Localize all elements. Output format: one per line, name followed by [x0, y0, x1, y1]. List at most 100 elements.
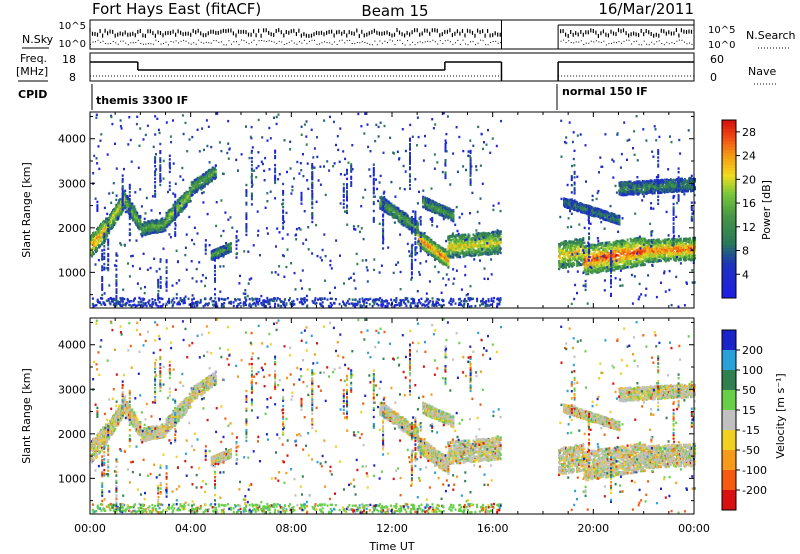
power-cell	[453, 237, 456, 241]
power-cell	[176, 210, 179, 213]
power-cell	[628, 249, 631, 252]
power-cell	[610, 255, 613, 259]
power-cell	[614, 249, 617, 253]
power-cell	[446, 206, 449, 209]
power-cell	[106, 234, 109, 238]
power-cell	[407, 223, 410, 226]
power-cell	[613, 257, 616, 261]
freq-traces	[90, 61, 694, 81]
power-cell	[452, 256, 455, 259]
power-cell	[494, 230, 497, 233]
power-cell	[586, 260, 589, 263]
power-cell	[575, 251, 578, 254]
power-cell	[490, 252, 493, 255]
power-cell	[90, 237, 92, 240]
power-cell	[457, 238, 460, 241]
power-cell	[205, 180, 208, 183]
power-cell	[636, 263, 639, 266]
power-cell	[127, 196, 130, 199]
nsky-trace	[89, 28, 693, 38]
power-cell	[475, 252, 478, 255]
power-cell	[565, 253, 568, 256]
power-cell	[624, 257, 627, 261]
freq-strip: Freq. [MHz] 18 8 60 0 Nave	[16, 52, 778, 85]
power-cell	[600, 261, 603, 264]
power-cell	[561, 241, 564, 245]
power-cell	[474, 253, 477, 257]
power-cell	[453, 239, 456, 242]
power-cell	[208, 180, 211, 184]
power-cell	[94, 238, 96, 242]
power-cell	[112, 222, 115, 226]
power-cell	[595, 259, 598, 262]
power-cell	[444, 212, 447, 215]
power-cell	[448, 253, 451, 256]
power-cell	[564, 246, 567, 249]
power-cell	[643, 263, 646, 266]
power-cell	[643, 237, 646, 240]
power-cell	[206, 178, 209, 181]
power-cell	[610, 243, 613, 246]
power-cell	[585, 272, 588, 276]
power-cell	[578, 247, 581, 251]
power-cell	[226, 246, 229, 249]
power-cell	[99, 245, 102, 248]
power-cell	[584, 260, 587, 263]
power-cell	[392, 209, 395, 213]
power-cell	[640, 255, 643, 258]
power-cell	[91, 255, 93, 258]
power-cell	[382, 198, 385, 201]
power-cell	[429, 247, 432, 250]
power-cell	[127, 200, 130, 204]
power-cell	[444, 252, 447, 255]
power-cell	[139, 215, 142, 218]
power-cell	[206, 171, 209, 175]
power-cell	[563, 243, 566, 247]
power-cell	[580, 239, 583, 242]
power-cell	[589, 255, 592, 259]
power-cell	[395, 215, 398, 218]
power-cell	[612, 256, 615, 259]
power-cell	[131, 207, 134, 210]
power-cell	[603, 263, 606, 266]
power-cell	[103, 222, 106, 225]
power-cell	[114, 222, 117, 225]
power-cell	[100, 233, 103, 237]
freq-tick-bottom: 8	[69, 71, 76, 84]
power-cell	[149, 223, 152, 226]
power-cell	[229, 250, 232, 253]
power-cell	[641, 259, 644, 263]
power-cell	[388, 201, 391, 205]
power-cell	[619, 256, 622, 259]
power-cell	[142, 227, 145, 230]
power-cell	[131, 205, 134, 208]
power-cell	[491, 251, 494, 254]
power-cell	[166, 224, 169, 228]
power-cell	[495, 244, 498, 247]
power-cell	[559, 256, 562, 260]
power-cell	[458, 241, 461, 244]
nsearch-tick-top: 10^5	[708, 25, 735, 36]
power-cell	[624, 266, 627, 269]
nsky-strip: N.Sky 10^5 10^0 10^5 10^0 N.Search	[22, 19, 796, 51]
power-cell	[418, 231, 421, 234]
power-cell	[468, 234, 471, 237]
power-cell	[118, 215, 121, 218]
power-cell	[438, 247, 441, 250]
nsky-tick-top: 10^5	[59, 21, 86, 32]
power-cell	[95, 244, 97, 247]
power-cell	[597, 246, 600, 249]
power-cell	[404, 219, 407, 222]
power-cell	[474, 244, 477, 247]
power-cell	[617, 250, 620, 254]
power-cell	[625, 263, 628, 266]
power-cell	[99, 243, 102, 247]
power-cell	[188, 197, 191, 201]
power-cell	[162, 230, 165, 233]
power-cell	[139, 219, 142, 223]
power-cell	[214, 164, 217, 167]
power-cell	[581, 255, 584, 258]
power-cell	[164, 229, 167, 232]
power-cell	[480, 251, 483, 254]
power-cell	[461, 233, 464, 237]
